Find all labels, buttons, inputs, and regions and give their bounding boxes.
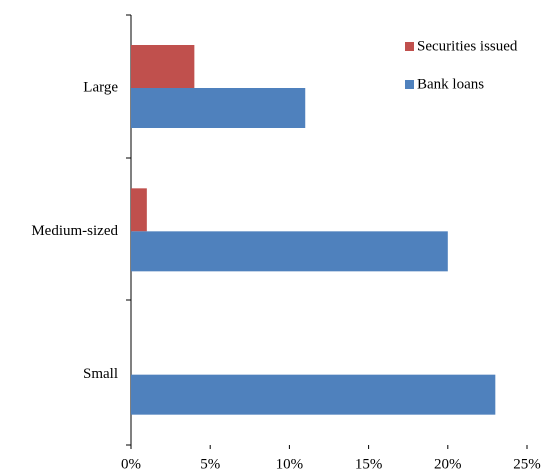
legend-swatch: [405, 42, 414, 51]
x-tick-label: 10%: [276, 456, 304, 472]
y-tick-label: Small: [83, 366, 118, 382]
bar: [131, 231, 448, 272]
x-tick-label: 25%: [513, 456, 541, 472]
y-tick-label: Large: [83, 79, 118, 95]
bar: [131, 88, 306, 128]
x-tick-label: 15%: [355, 456, 383, 472]
x-tick-label: 0%: [121, 456, 141, 472]
legend-swatch: [405, 80, 414, 89]
y-tick-label: Medium-sized: [31, 223, 118, 239]
x-tick-label: 20%: [434, 456, 462, 472]
bar: [131, 374, 496, 415]
bar: [131, 188, 147, 232]
legend-label: Bank loans: [417, 76, 484, 92]
x-tick-label: 5%: [200, 456, 220, 472]
legend-label: Securities issued: [417, 38, 518, 54]
bar: [131, 45, 195, 88]
